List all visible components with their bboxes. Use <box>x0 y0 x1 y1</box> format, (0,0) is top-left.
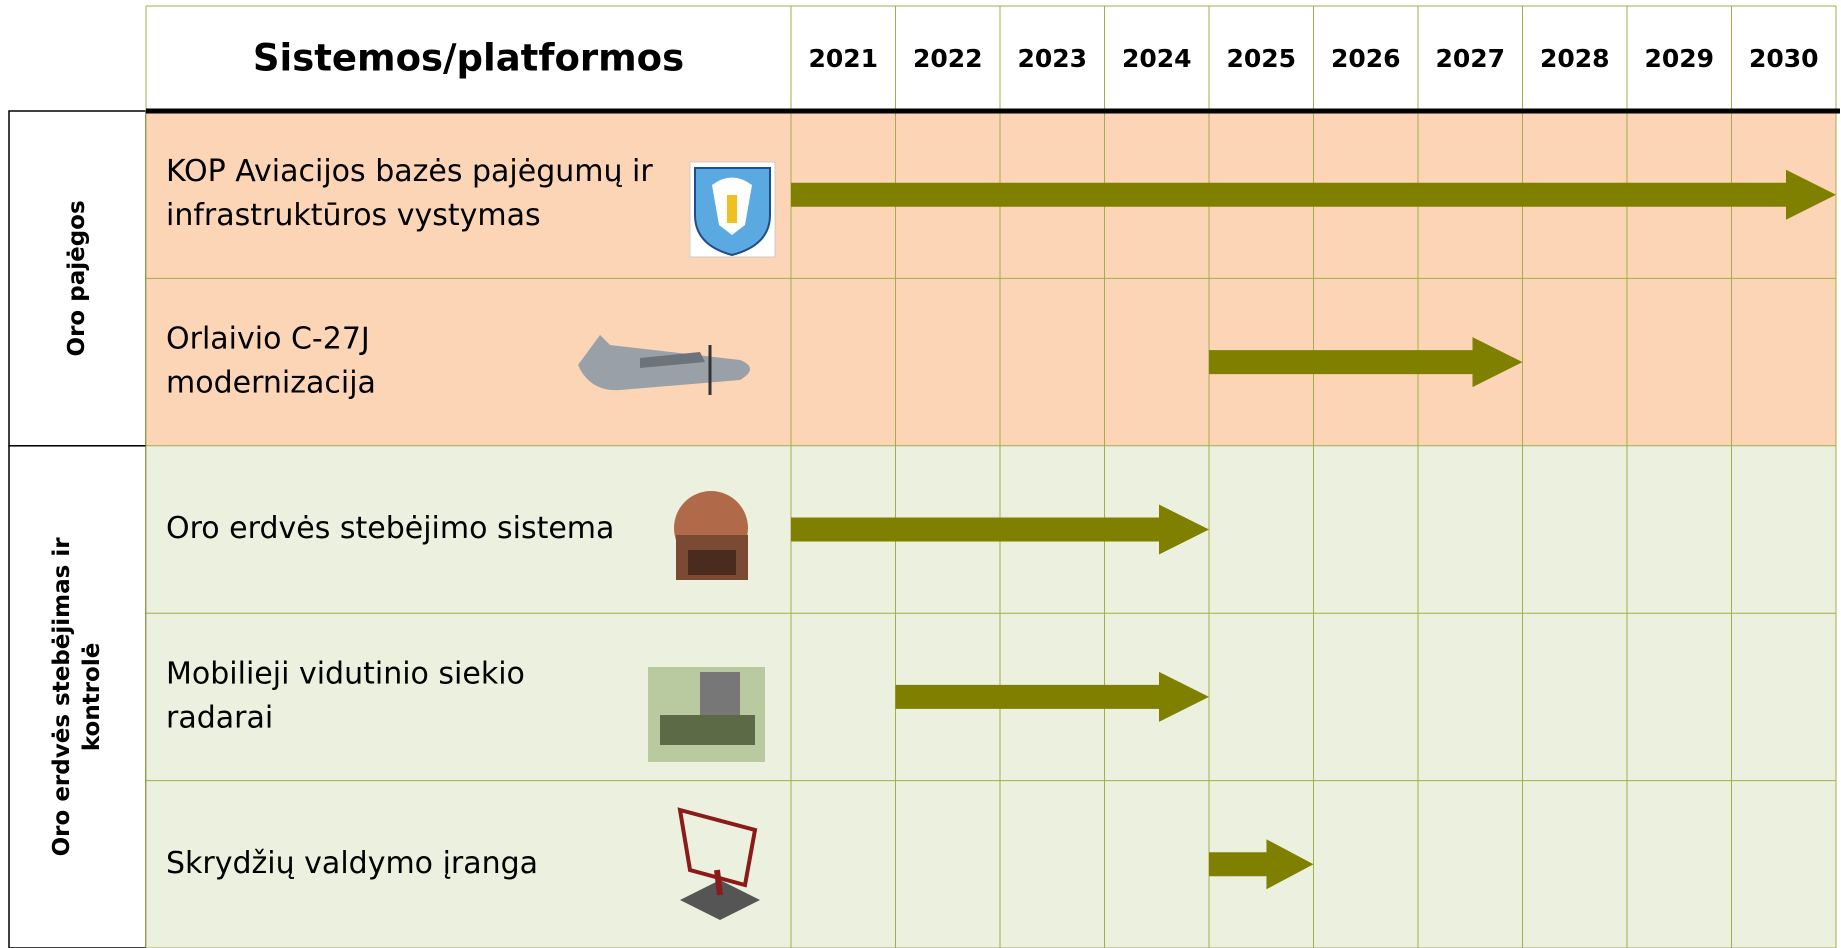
year-label: 2023 <box>1017 44 1087 73</box>
timeline-arrow <box>791 504 1209 555</box>
air-force-emblem <box>689 161 776 258</box>
grid: Sistemos/platformos 2021 2022 2023 2024 2025 2… <box>49 5 1840 948</box>
row-label: radarai <box>166 700 273 735</box>
timeline-arrow <box>791 169 1836 220</box>
group-label: kontrolė <box>79 643 105 751</box>
row-bg <box>146 780 1836 948</box>
year-label: 2028 <box>1540 44 1610 73</box>
year-label: 2021 <box>808 44 878 73</box>
row-label: Skrydžių valdymo įranga <box>166 846 538 881</box>
antenna <box>677 807 760 920</box>
row-label: Oro erdvės stebėjimo sistema <box>166 511 614 546</box>
timeline-arrow <box>1209 337 1523 388</box>
year-label: 2027 <box>1435 44 1505 73</box>
backgrounds <box>8 6 1836 948</box>
row-label: KOP Aviacijos bazės pajėgumų ir <box>166 154 653 189</box>
group-label: Oro erdvės stebėjimas ir <box>49 537 75 857</box>
timeline-arrow <box>895 671 1209 722</box>
year-label: 2026 <box>1331 44 1401 73</box>
group-label: Oro pajėgos <box>64 200 90 356</box>
aircraft <box>578 335 750 395</box>
mobile-radar-photo <box>648 667 765 762</box>
header-title: Sistemos/platformos <box>253 37 684 80</box>
year-label: 2029 <box>1644 44 1714 73</box>
row-label: Orlaivio C-27J <box>166 322 370 357</box>
header-bg <box>146 6 1836 111</box>
year-label: 2025 <box>1226 44 1296 73</box>
group-label-cell <box>8 445 147 948</box>
group-label-cell <box>8 110 147 447</box>
year-label: 2024 <box>1122 44 1192 73</box>
icons <box>578 161 776 920</box>
year-label: 2022 <box>913 44 983 73</box>
arrows <box>791 169 1836 890</box>
row-label: modernizacija <box>166 366 376 401</box>
row-label: infrastruktūros vystymas <box>166 198 541 233</box>
year-label: 2030 <box>1749 44 1819 73</box>
timeline-arrow <box>1209 839 1314 890</box>
row-label: Mobilieji vidutinio siekio <box>166 656 525 691</box>
radar-dome <box>674 491 748 580</box>
row-bg <box>146 278 1836 446</box>
